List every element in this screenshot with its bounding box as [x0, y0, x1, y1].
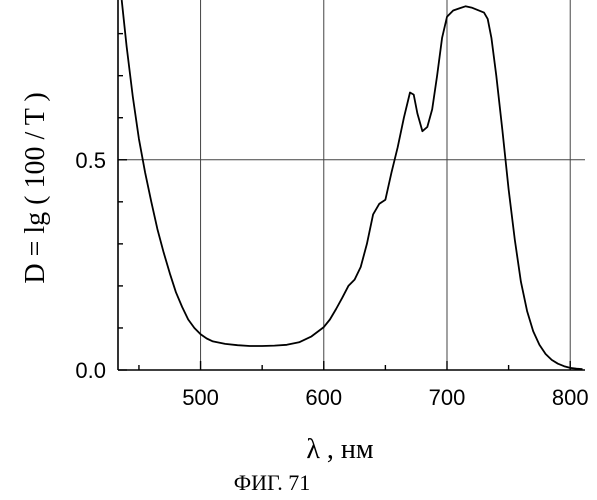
figure-caption: ФИГ. 71 — [234, 470, 311, 495]
tick-labels: 500 600 700 800 0.0 0.5 — [75, 148, 588, 410]
x-tick-label-500: 500 — [182, 385, 219, 410]
x-tick-label-700: 700 — [429, 385, 466, 410]
x-tick-label-600: 600 — [305, 385, 342, 410]
x-axis-title: λ , нм — [306, 434, 374, 465]
absorption-spectrum-line — [120, 0, 583, 371]
y-axis-title: D = lg ( 100 / T ) — [20, 92, 51, 283]
axes — [117, 0, 585, 371]
x-tick-label-800: 800 — [552, 385, 589, 410]
y-tick-label-0: 0.0 — [75, 358, 106, 383]
grid-layer — [118, 0, 585, 370]
y-tick-label-0.5: 0.5 — [75, 148, 106, 173]
